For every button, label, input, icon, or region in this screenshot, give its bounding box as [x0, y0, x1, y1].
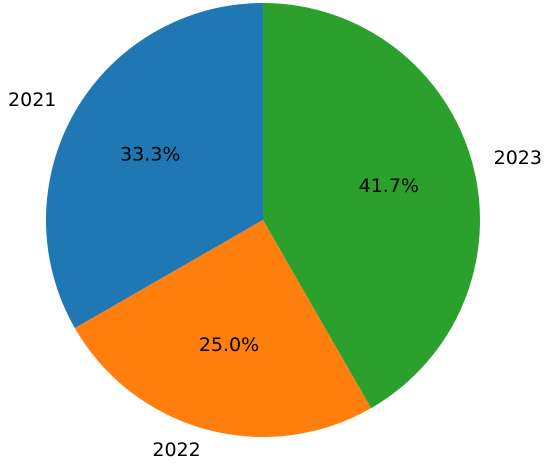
slice-label: 2021 [8, 89, 56, 111]
value-label: 25.0% [199, 334, 259, 356]
pie-slice [263, 3, 480, 409]
pie-slice [45, 3, 264, 329]
slice-label: 2022 [152, 439, 200, 461]
slice-label: 2023 [494, 147, 542, 169]
value-label: 41.7% [359, 175, 419, 197]
value-label: 33.3% [120, 143, 180, 165]
pie-slice [74, 220, 372, 437]
